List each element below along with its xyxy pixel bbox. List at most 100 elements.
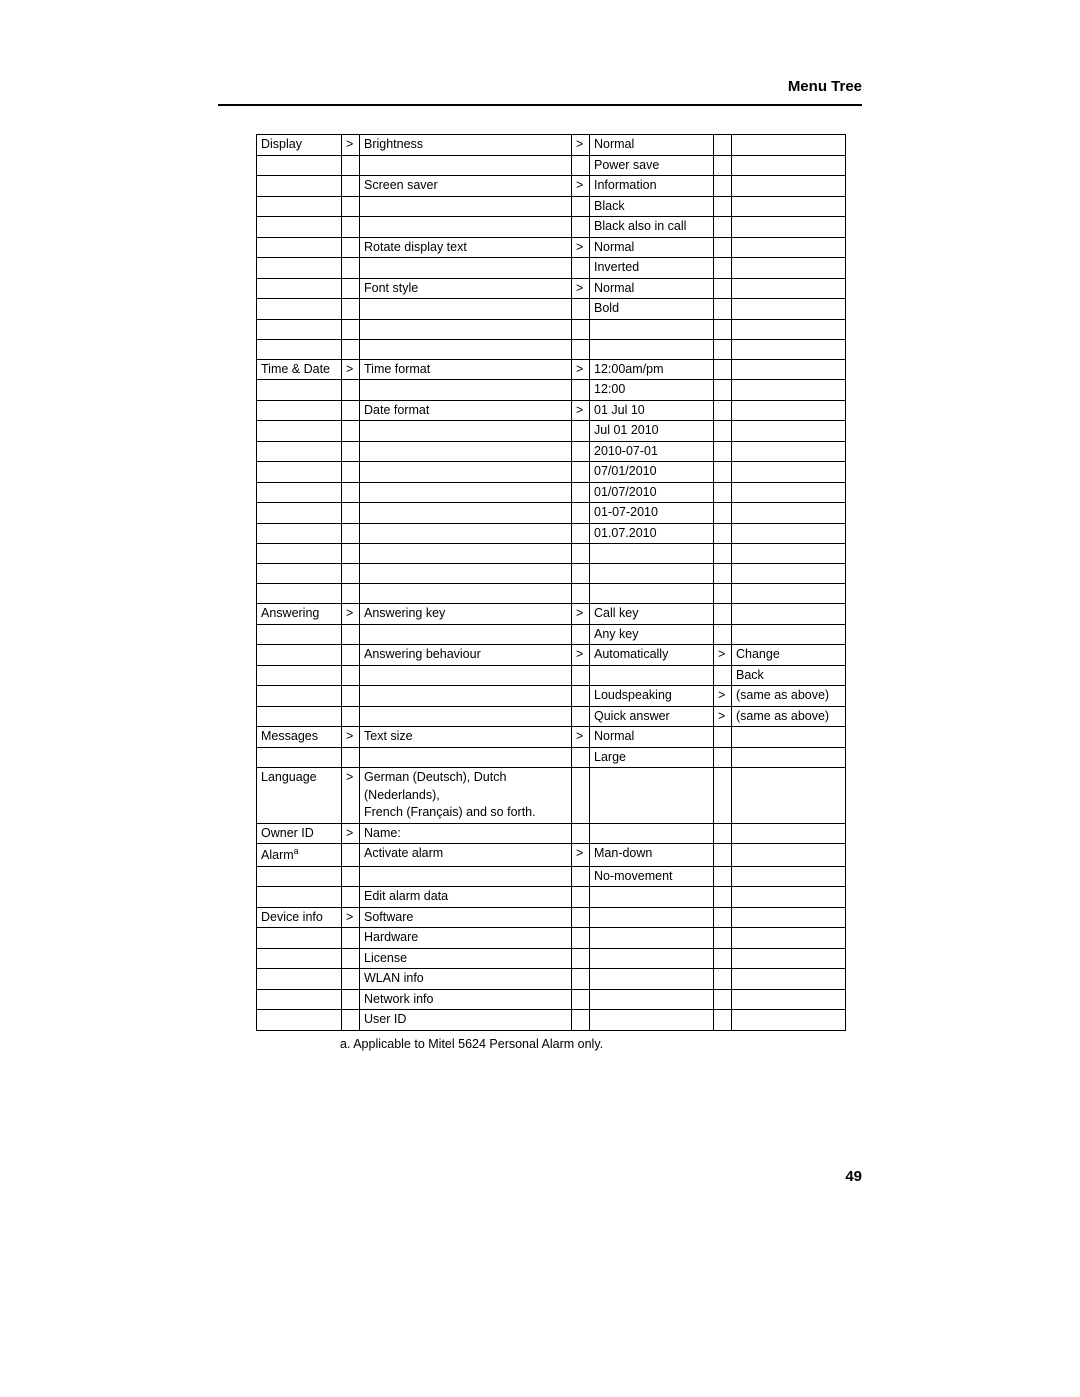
table-cell: Normal	[590, 278, 714, 299]
table-cell: >	[342, 135, 360, 156]
table-cell: Man-down	[590, 844, 714, 867]
table-row: WLAN info	[257, 969, 846, 990]
table-cell	[732, 217, 846, 238]
table-cell	[342, 686, 360, 707]
table-row: Bold	[257, 299, 846, 320]
table-cell	[714, 339, 732, 359]
table-row: Display>Brightness>Normal	[257, 135, 846, 156]
table-cell	[732, 823, 846, 844]
table-cell	[360, 155, 572, 176]
table-cell	[342, 421, 360, 442]
table-cell: Answering behaviour	[360, 645, 572, 666]
table-cell	[572, 482, 590, 503]
table-cell	[342, 237, 360, 258]
table-cell	[714, 928, 732, 949]
table-cell	[360, 523, 572, 544]
table-cell	[732, 237, 846, 258]
table-cell: Text size	[360, 727, 572, 748]
table-cell	[257, 196, 342, 217]
table-cell	[714, 380, 732, 401]
table-cell	[572, 1010, 590, 1031]
table-cell	[257, 989, 342, 1010]
table-cell: Change	[732, 645, 846, 666]
table-cell	[342, 1010, 360, 1031]
table-cell	[342, 989, 360, 1010]
table-cell	[572, 564, 590, 584]
table-cell: 01/07/2010	[590, 482, 714, 503]
table-cell	[714, 823, 732, 844]
table-cell	[257, 421, 342, 442]
table-cell: WLAN info	[360, 969, 572, 990]
table-cell: German (Deutsch), Dutch (Nederlands),Fre…	[360, 768, 572, 824]
table-cell	[360, 380, 572, 401]
table-cell	[257, 969, 342, 990]
table-cell: >	[342, 907, 360, 928]
table-cell: Bold	[590, 299, 714, 320]
table-cell	[714, 564, 732, 584]
table-cell	[732, 258, 846, 279]
table-cell	[590, 907, 714, 928]
table-cell	[342, 155, 360, 176]
table-cell	[342, 319, 360, 339]
table-cell: Font style	[360, 278, 572, 299]
table-cell	[572, 928, 590, 949]
table-cell: Normal	[590, 135, 714, 156]
superscript: a	[294, 846, 299, 856]
table-cell	[714, 887, 732, 908]
table-cell	[714, 196, 732, 217]
table-cell	[732, 176, 846, 197]
table-cell: Normal	[590, 237, 714, 258]
table-cell	[342, 380, 360, 401]
table-cell	[257, 482, 342, 503]
table-cell	[572, 686, 590, 707]
table-cell: 12:00am/pm	[590, 359, 714, 380]
table-cell	[342, 564, 360, 584]
table-cell	[732, 299, 846, 320]
table-cell: >	[572, 278, 590, 299]
table-cell	[257, 299, 342, 320]
table-cell	[732, 928, 846, 949]
table-cell	[342, 747, 360, 768]
table-cell	[714, 237, 732, 258]
table-cell	[714, 482, 732, 503]
table-cell	[360, 564, 572, 584]
table-cell	[590, 665, 714, 686]
table-cell	[572, 258, 590, 279]
menu-tree-table: Display>Brightness>NormalPower saveScree…	[256, 134, 846, 1031]
table-cell	[732, 768, 846, 824]
table-cell: Alarma	[257, 844, 342, 867]
table-cell	[572, 907, 590, 928]
table-cell	[714, 1010, 732, 1031]
table-cell	[257, 523, 342, 544]
table-cell	[714, 278, 732, 299]
table-row: AlarmaActivate alarm>Man-down	[257, 844, 846, 867]
table-cell: Quick answer	[590, 706, 714, 727]
table-cell	[714, 359, 732, 380]
table-cell	[257, 645, 342, 666]
table-cell	[257, 928, 342, 949]
page: Menu Tree Display>Brightness>NormalPower…	[0, 0, 1080, 1397]
table-cell	[732, 866, 846, 887]
table-cell	[360, 624, 572, 645]
table-cell	[732, 421, 846, 442]
table-cell: 07/01/2010	[590, 462, 714, 483]
table-cell	[732, 969, 846, 990]
table-cell	[572, 462, 590, 483]
table-cell	[360, 196, 572, 217]
table-cell	[572, 866, 590, 887]
table-cell: Language	[257, 768, 342, 824]
table-cell	[732, 380, 846, 401]
table-cell	[714, 155, 732, 176]
table-cell	[732, 564, 846, 584]
table-cell	[732, 989, 846, 1010]
table-row: Jul 01 2010	[257, 421, 846, 442]
table-cell: Large	[590, 747, 714, 768]
table-row	[257, 319, 846, 339]
table-row: 01-07-2010	[257, 503, 846, 524]
table-cell: 12:00	[590, 380, 714, 401]
table-cell	[360, 258, 572, 279]
table-cell	[714, 665, 732, 686]
table-cell	[257, 217, 342, 238]
footnote: a. Applicable to Mitel 5624 Personal Ala…	[340, 1037, 862, 1051]
table-cell: >	[342, 727, 360, 748]
